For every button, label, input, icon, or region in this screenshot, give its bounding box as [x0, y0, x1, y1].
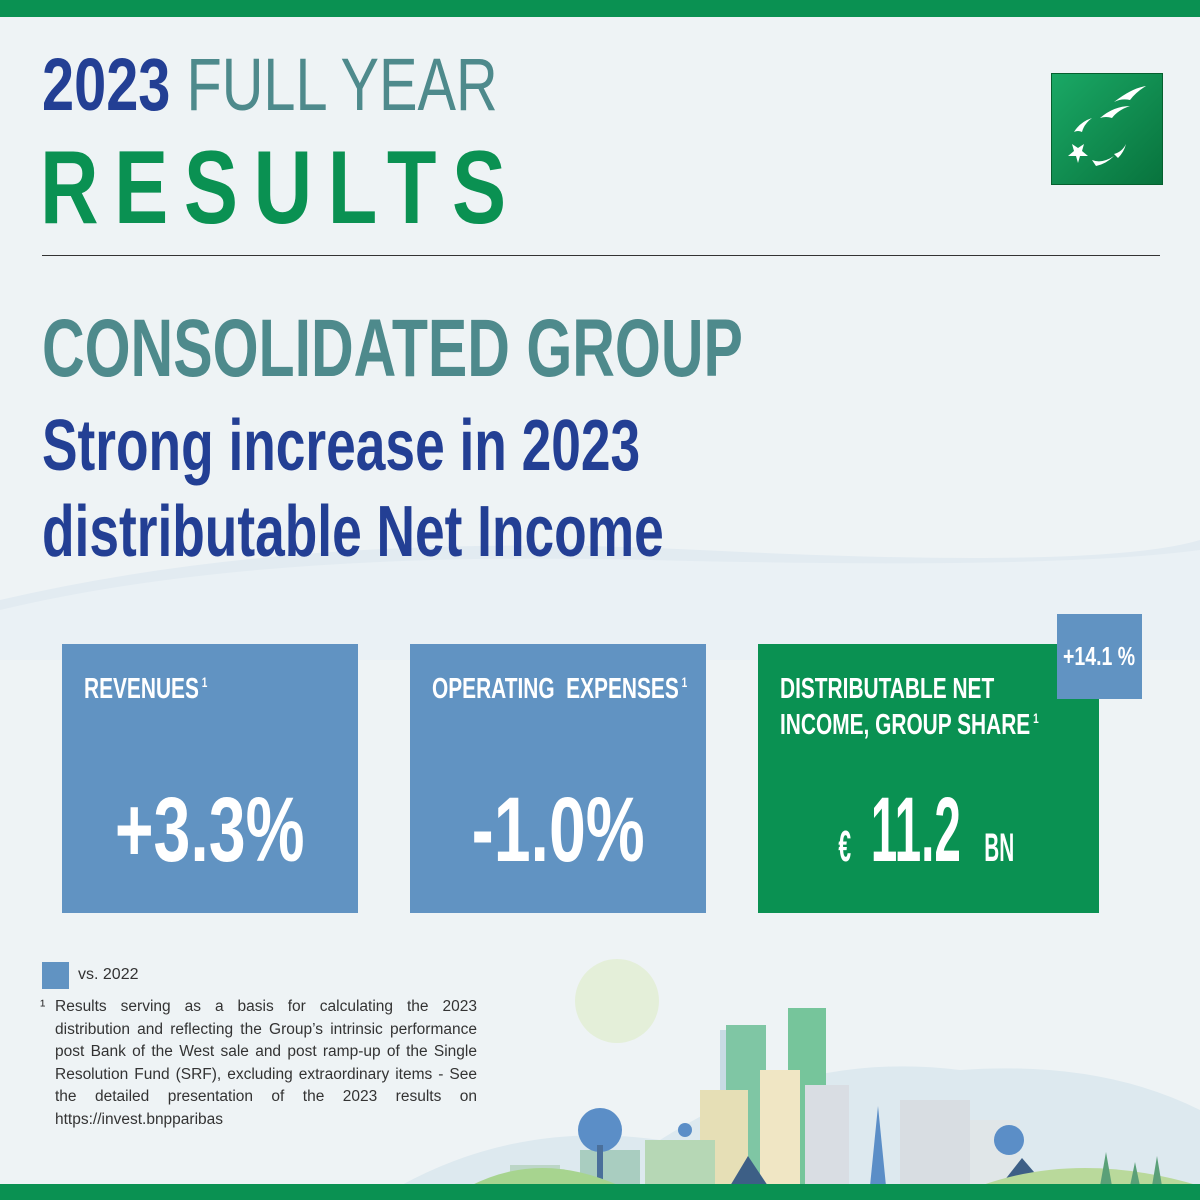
net-income-label: DISTRIBUTABLE NET INCOME, GROUP SHARE 1 — [780, 673, 1039, 741]
subheading-line-2: distributable Net Income — [42, 492, 664, 573]
footnote-text: Results serving as a basis for calculati… — [55, 998, 477, 1128]
net-income-value: €11.2 BN — [838, 779, 1015, 881]
title-year-line: 2023 FULL YEAR — [42, 48, 498, 122]
background-wave — [0, 540, 1200, 660]
revenues-value: +3.3% — [115, 779, 305, 881]
top-accent-bar — [0, 0, 1200, 17]
operating-expenses-value: -1.0% — [471, 779, 645, 881]
footnote-mark: ¹ — [40, 998, 46, 1015]
operating-expenses-label: OPERATING EXPENSES 1 — [432, 673, 688, 705]
growth-badge: +14.1 % — [1057, 614, 1142, 699]
legend-text: vs. 2022 — [78, 966, 139, 983]
unit: BN — [984, 826, 1015, 870]
city-illustration — [400, 959, 1200, 1186]
section-subheading: Strong increase in 2023 distributable Ne… — [42, 403, 664, 576]
net-income-card: DISTRIBUTABLE NET INCOME, GROUP SHARE 1 €… — [758, 644, 1099, 913]
revenues-card: REVENUES 1 +3.3% — [62, 644, 358, 913]
stars-logo-icon — [1068, 86, 1146, 166]
title-year: 2023 — [42, 43, 171, 126]
section-heading: CONSOLIDATED GROUP — [42, 303, 743, 394]
bottom-accent-bar — [0, 1184, 1200, 1200]
subheading-line-1: Strong increase in 2023 — [42, 406, 641, 486]
header-divider — [42, 255, 1160, 256]
title-results: RESULTS — [40, 130, 522, 246]
revenues-label: REVENUES 1 — [84, 673, 208, 705]
operating-expenses-card: OPERATING EXPENSES 1 -1.0% — [410, 644, 706, 913]
legend-swatch — [42, 962, 69, 989]
currency-symbol: € — [838, 822, 852, 871]
bank-logo — [1051, 73, 1163, 185]
title-full-year: FULL YEAR — [186, 43, 498, 126]
